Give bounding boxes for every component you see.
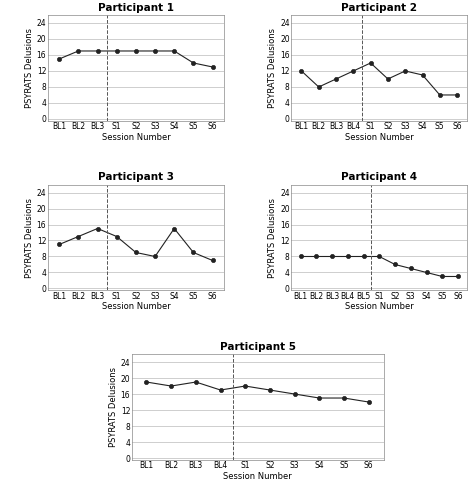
Title: Participant 5: Participant 5 bbox=[219, 342, 295, 352]
X-axis label: Session Number: Session Number bbox=[344, 302, 413, 312]
Title: Participant 4: Participant 4 bbox=[340, 172, 416, 182]
Y-axis label: PSYRATS Delusions: PSYRATS Delusions bbox=[109, 367, 118, 447]
Y-axis label: PSYRATS Delusions: PSYRATS Delusions bbox=[268, 28, 277, 108]
X-axis label: Session Number: Session Number bbox=[223, 472, 291, 481]
X-axis label: Session Number: Session Number bbox=[344, 132, 413, 141]
Y-axis label: PSYRATS Delusions: PSYRATS Delusions bbox=[25, 28, 34, 108]
X-axis label: Session Number: Session Number bbox=[101, 132, 170, 141]
Title: Participant 2: Participant 2 bbox=[340, 3, 416, 13]
X-axis label: Session Number: Session Number bbox=[101, 302, 170, 312]
Title: Participant 3: Participant 3 bbox=[98, 172, 174, 182]
Title: Participant 1: Participant 1 bbox=[98, 3, 174, 13]
Y-axis label: PSYRATS Delusions: PSYRATS Delusions bbox=[25, 198, 34, 278]
Y-axis label: PSYRATS Delusions: PSYRATS Delusions bbox=[268, 198, 277, 278]
